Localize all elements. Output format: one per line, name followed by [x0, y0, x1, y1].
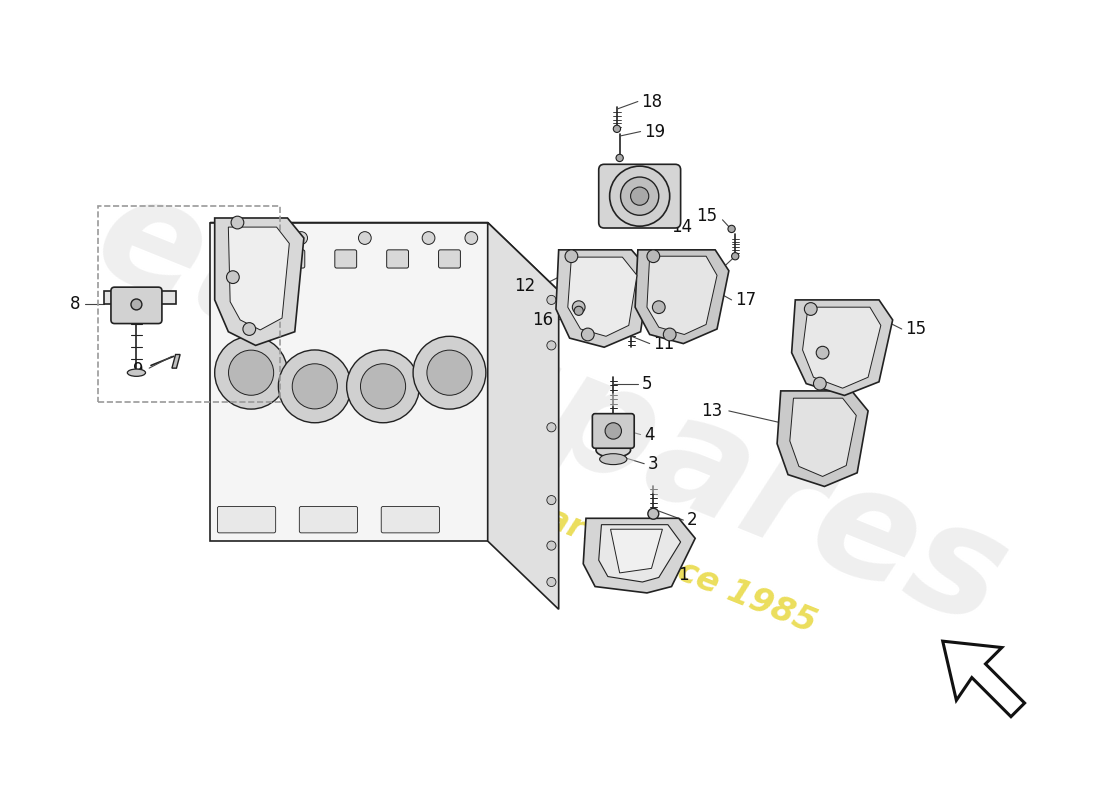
Circle shape — [582, 328, 594, 341]
Circle shape — [547, 495, 556, 505]
Circle shape — [816, 346, 829, 359]
Text: 16: 16 — [532, 311, 553, 329]
Circle shape — [361, 364, 406, 409]
Circle shape — [630, 187, 649, 206]
Circle shape — [620, 177, 659, 215]
Circle shape — [572, 301, 585, 314]
Text: 2: 2 — [688, 511, 697, 529]
Circle shape — [648, 508, 659, 519]
Text: 14: 14 — [671, 218, 693, 236]
FancyBboxPatch shape — [439, 250, 461, 268]
Circle shape — [295, 232, 308, 244]
Circle shape — [732, 253, 739, 260]
Circle shape — [131, 299, 142, 310]
Circle shape — [414, 336, 486, 409]
FancyBboxPatch shape — [334, 250, 356, 268]
FancyBboxPatch shape — [382, 506, 440, 533]
Text: 15: 15 — [696, 207, 717, 225]
Polygon shape — [777, 391, 868, 486]
Circle shape — [547, 541, 556, 550]
Polygon shape — [214, 218, 304, 346]
FancyBboxPatch shape — [231, 250, 253, 268]
Circle shape — [728, 226, 735, 233]
Text: 11: 11 — [653, 334, 674, 353]
Circle shape — [427, 350, 472, 395]
Circle shape — [229, 350, 274, 395]
Polygon shape — [172, 354, 180, 368]
Polygon shape — [635, 250, 729, 343]
Circle shape — [465, 232, 477, 244]
Circle shape — [547, 295, 556, 305]
Polygon shape — [210, 222, 559, 290]
FancyBboxPatch shape — [283, 250, 305, 268]
Polygon shape — [487, 222, 559, 610]
Circle shape — [565, 250, 578, 262]
Circle shape — [804, 302, 817, 315]
Text: a passion for parts since 1985: a passion for parts since 1985 — [282, 397, 821, 640]
Text: 17: 17 — [735, 291, 757, 309]
Circle shape — [663, 328, 676, 341]
Circle shape — [614, 125, 620, 133]
Text: 5: 5 — [641, 374, 652, 393]
Ellipse shape — [128, 369, 145, 376]
Polygon shape — [103, 290, 176, 305]
Circle shape — [293, 364, 338, 409]
Text: 9: 9 — [133, 361, 144, 379]
FancyBboxPatch shape — [299, 506, 358, 533]
Circle shape — [214, 336, 287, 409]
Ellipse shape — [600, 454, 627, 465]
Polygon shape — [229, 227, 289, 330]
Text: 1: 1 — [678, 566, 689, 584]
Text: 3: 3 — [648, 454, 659, 473]
Circle shape — [814, 378, 826, 390]
Polygon shape — [568, 257, 637, 336]
Ellipse shape — [596, 442, 630, 458]
Circle shape — [243, 322, 255, 335]
Circle shape — [359, 232, 371, 244]
Circle shape — [422, 232, 435, 244]
Circle shape — [647, 250, 660, 262]
Text: 18: 18 — [641, 93, 662, 110]
Polygon shape — [943, 641, 1024, 717]
Circle shape — [547, 422, 556, 432]
Circle shape — [609, 166, 670, 226]
Polygon shape — [210, 222, 487, 541]
Polygon shape — [583, 518, 695, 593]
Circle shape — [605, 422, 621, 439]
Circle shape — [652, 301, 666, 314]
FancyBboxPatch shape — [387, 250, 408, 268]
Text: 8: 8 — [69, 295, 80, 314]
Polygon shape — [647, 256, 717, 334]
Circle shape — [278, 350, 351, 422]
Circle shape — [547, 341, 556, 350]
Text: 7: 7 — [216, 256, 225, 274]
Text: 19: 19 — [645, 122, 665, 141]
Circle shape — [616, 154, 624, 162]
FancyBboxPatch shape — [111, 287, 162, 323]
Text: 10: 10 — [692, 263, 714, 282]
Text: 4: 4 — [645, 426, 654, 443]
Text: 6: 6 — [270, 244, 280, 262]
Polygon shape — [803, 307, 881, 388]
Circle shape — [346, 350, 419, 422]
FancyBboxPatch shape — [218, 506, 276, 533]
Circle shape — [547, 578, 556, 586]
Text: 15: 15 — [905, 320, 926, 338]
Polygon shape — [598, 525, 681, 582]
Circle shape — [574, 306, 583, 315]
FancyBboxPatch shape — [598, 164, 681, 228]
Polygon shape — [790, 398, 856, 477]
Text: 12: 12 — [514, 278, 535, 295]
Polygon shape — [792, 300, 893, 395]
Text: eurospares: eurospares — [76, 159, 1027, 659]
Polygon shape — [556, 250, 650, 347]
Circle shape — [231, 232, 244, 244]
Text: 13: 13 — [701, 402, 723, 420]
Circle shape — [231, 216, 244, 229]
Polygon shape — [610, 530, 662, 573]
Circle shape — [227, 270, 240, 283]
FancyBboxPatch shape — [593, 414, 635, 448]
